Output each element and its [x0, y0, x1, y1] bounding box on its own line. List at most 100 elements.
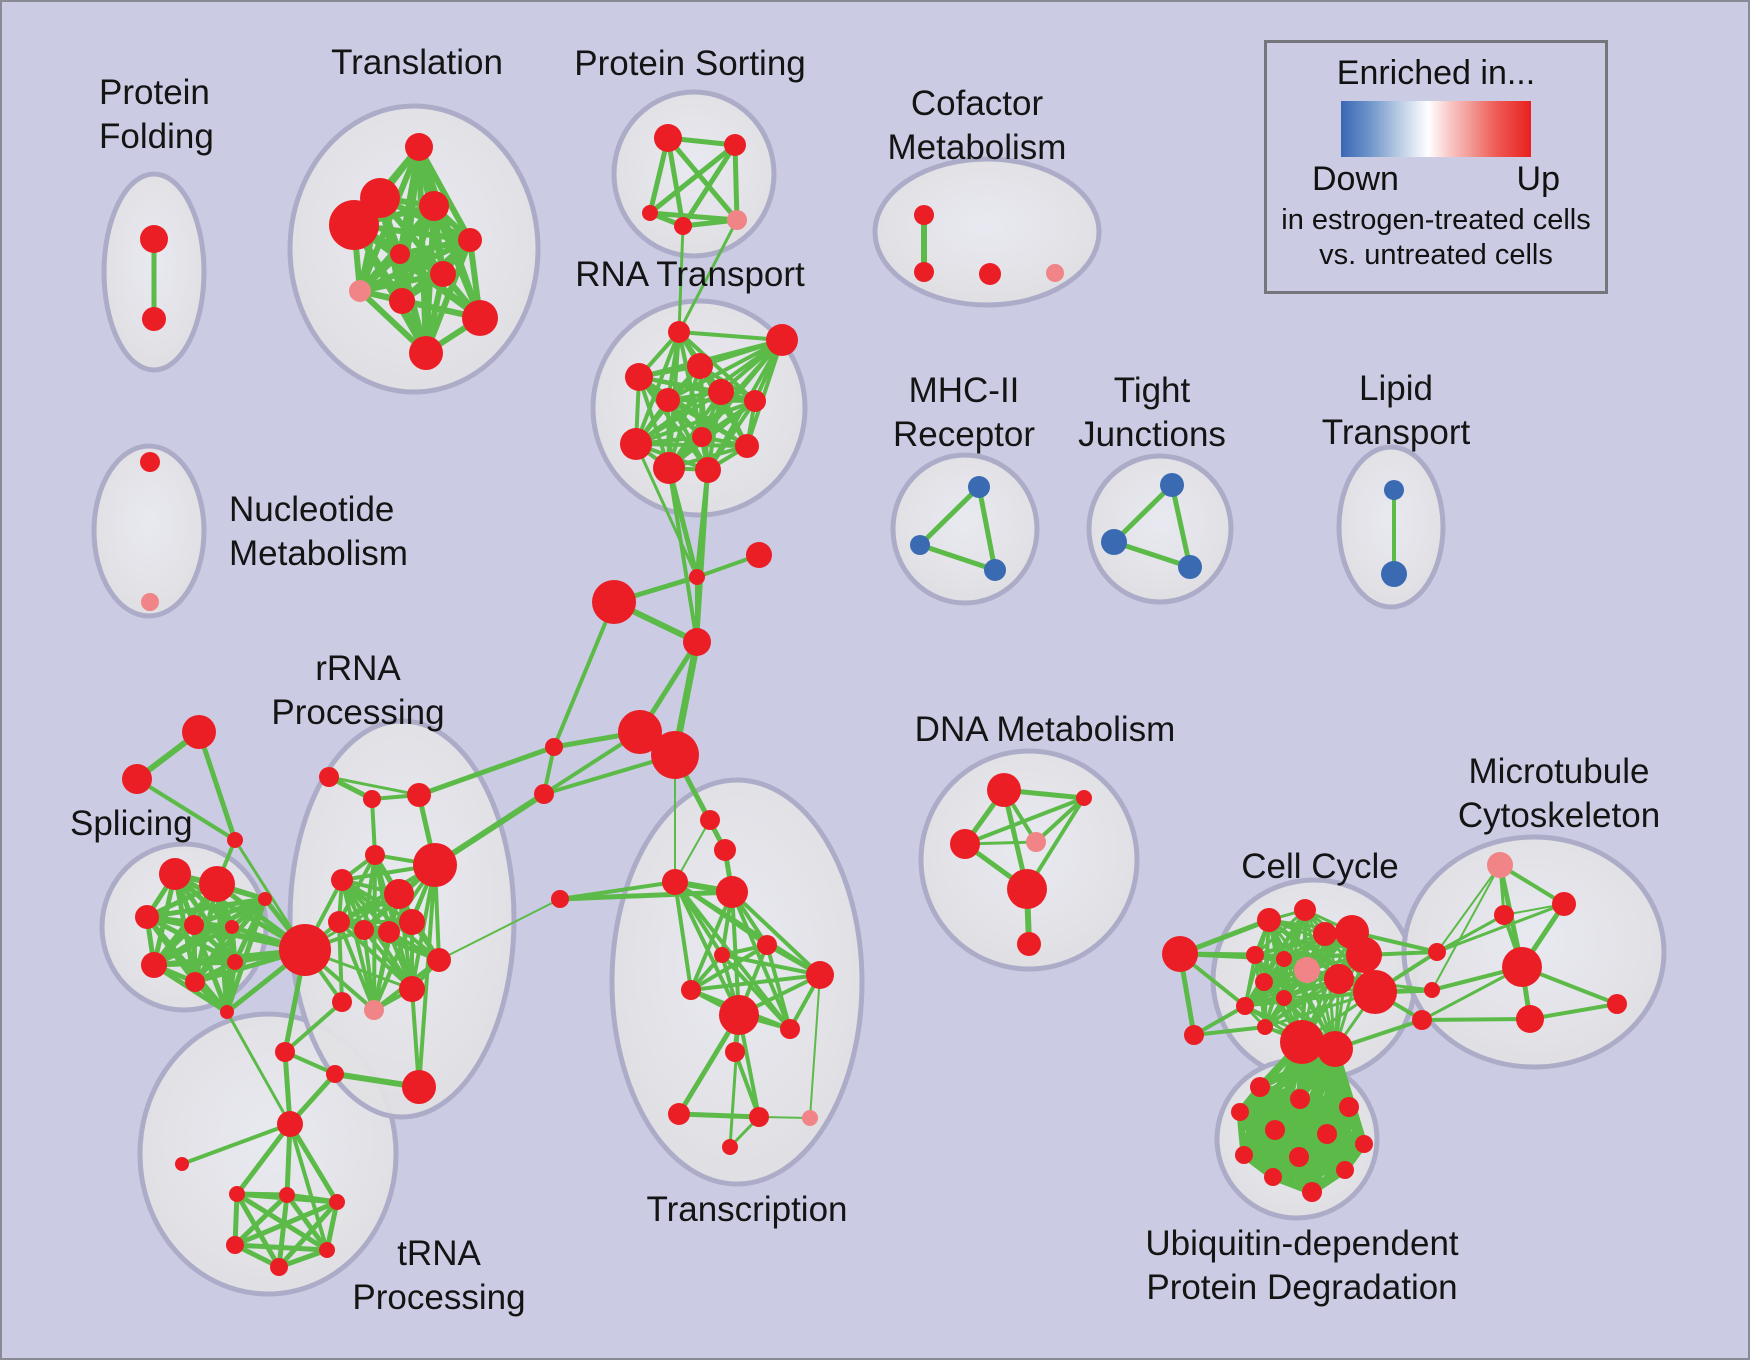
node-cc13[interactable]	[1257, 1019, 1273, 1035]
node-rt5[interactable]	[656, 388, 680, 412]
node-ub5[interactable]	[1265, 1120, 1285, 1140]
node-tx1[interactable]	[757, 935, 777, 955]
node-cc2[interactable]	[1294, 899, 1316, 921]
node-tr8[interactable]	[349, 280, 371, 302]
node-tx9[interactable]	[749, 1107, 769, 1127]
node-rr17[interactable]	[326, 1065, 344, 1083]
node-tx7[interactable]	[725, 1042, 745, 1062]
node-mt3[interactable]	[1502, 947, 1542, 987]
node-rr7[interactable]	[384, 879, 414, 909]
node-mt1[interactable]	[1552, 892, 1576, 916]
node-cc1[interactable]	[1257, 908, 1281, 932]
node-rr4[interactable]	[365, 845, 385, 865]
node-tn5[interactable]	[319, 1242, 335, 1258]
node-dm3[interactable]	[950, 829, 980, 859]
node-tx8[interactable]	[668, 1103, 690, 1125]
node-rt10[interactable]	[735, 434, 759, 458]
node-rr13[interactable]	[427, 948, 451, 972]
node-ub4[interactable]	[1231, 1103, 1249, 1121]
node-tr7[interactable]	[430, 261, 456, 287]
node-ps3[interactable]	[642, 205, 658, 221]
node-mt2[interactable]	[1494, 905, 1514, 925]
node-rt3[interactable]	[687, 353, 713, 379]
node-sp3[interactable]	[135, 905, 159, 929]
node-cf2[interactable]	[914, 262, 934, 282]
node-hb[interactable]	[279, 924, 331, 976]
node-cc8[interactable]	[1324, 964, 1354, 994]
node-ps4[interactable]	[674, 217, 692, 235]
node-ub12[interactable]	[1302, 1182, 1322, 1202]
node-ccP[interactable]	[1294, 957, 1320, 983]
node-th[interactable]	[277, 1111, 303, 1137]
node-x2[interactable]	[1424, 982, 1440, 998]
node-ub7[interactable]	[1355, 1135, 1373, 1153]
node-rt9[interactable]	[692, 427, 712, 447]
node-mh3[interactable]	[984, 559, 1006, 581]
node-mtP[interactable]	[1487, 852, 1513, 878]
node-cf3[interactable]	[979, 263, 1001, 285]
node-tn3[interactable]	[329, 1194, 345, 1210]
node-rr6[interactable]	[331, 869, 353, 891]
node-rt2[interactable]	[766, 324, 798, 356]
node-c4[interactable]	[683, 628, 711, 656]
node-rt8[interactable]	[620, 428, 652, 460]
node-cc12[interactable]	[1236, 997, 1254, 1015]
node-nm1[interactable]	[140, 452, 160, 472]
node-ccL[interactable]	[1162, 936, 1198, 972]
node-ps5[interactable]	[727, 210, 747, 230]
node-tr10[interactable]	[462, 300, 498, 336]
node-tx5[interactable]	[719, 995, 759, 1035]
node-cc3[interactable]	[1313, 922, 1337, 946]
node-tj2[interactable]	[1101, 529, 1127, 555]
node-h2[interactable]	[651, 731, 699, 779]
node-cc6[interactable]	[1246, 946, 1264, 964]
node-rr18[interactable]	[402, 1070, 436, 1104]
node-rr11[interactable]	[399, 909, 425, 935]
node-dm5[interactable]	[1007, 869, 1047, 909]
node-rr5[interactable]	[413, 843, 457, 887]
node-lp1[interactable]	[1384, 480, 1404, 500]
node-rr14[interactable]	[399, 976, 425, 1002]
node-ps2[interactable]	[724, 134, 746, 156]
node-rr1[interactable]	[319, 767, 339, 787]
node-tx2[interactable]	[714, 947, 730, 963]
node-x1[interactable]	[1428, 943, 1446, 961]
node-rr16[interactable]	[275, 1042, 295, 1062]
node-c1[interactable]	[689, 569, 705, 585]
node-c3[interactable]	[592, 580, 636, 624]
node-mh2[interactable]	[910, 535, 930, 555]
node-sp4[interactable]	[184, 915, 204, 935]
node-t2[interactable]	[122, 764, 152, 794]
node-tr6[interactable]	[390, 244, 410, 264]
node-rt1[interactable]	[668, 321, 690, 343]
node-tj1[interactable]	[1160, 473, 1184, 497]
node-ccB2[interactable]	[1317, 1031, 1353, 1067]
node-ub1[interactable]	[1250, 1077, 1270, 1097]
node-rt4[interactable]	[625, 363, 653, 391]
node-pf1[interactable]	[140, 225, 168, 253]
node-c2[interactable]	[746, 542, 772, 568]
node-tr5[interactable]	[458, 228, 482, 252]
node-rr15[interactable]	[332, 992, 352, 1012]
node-cf1[interactable]	[914, 205, 934, 225]
node-dm1[interactable]	[987, 773, 1021, 807]
node-tx10[interactable]	[802, 1110, 818, 1126]
node-rt7[interactable]	[744, 390, 766, 412]
node-tr9[interactable]	[389, 288, 415, 314]
node-rr10[interactable]	[378, 921, 400, 943]
node-tr3[interactable]	[419, 191, 449, 221]
node-cc10[interactable]	[1255, 973, 1273, 991]
node-rt11[interactable]	[653, 452, 685, 484]
node-tn2[interactable]	[279, 1187, 295, 1203]
node-cf4[interactable]	[1046, 264, 1064, 282]
node-sp1[interactable]	[159, 858, 191, 890]
node-h1[interactable]	[618, 710, 662, 754]
node-tx6[interactable]	[780, 1019, 800, 1039]
node-tn4[interactable]	[226, 1236, 244, 1254]
node-dm6[interactable]	[1017, 932, 1041, 956]
node-tr4[interactable]	[329, 200, 379, 250]
node-rr12[interactable]	[364, 1000, 384, 1020]
node-tx4[interactable]	[681, 980, 701, 1000]
node-ub8[interactable]	[1235, 1146, 1253, 1164]
node-cc11[interactable]	[1276, 990, 1292, 1006]
